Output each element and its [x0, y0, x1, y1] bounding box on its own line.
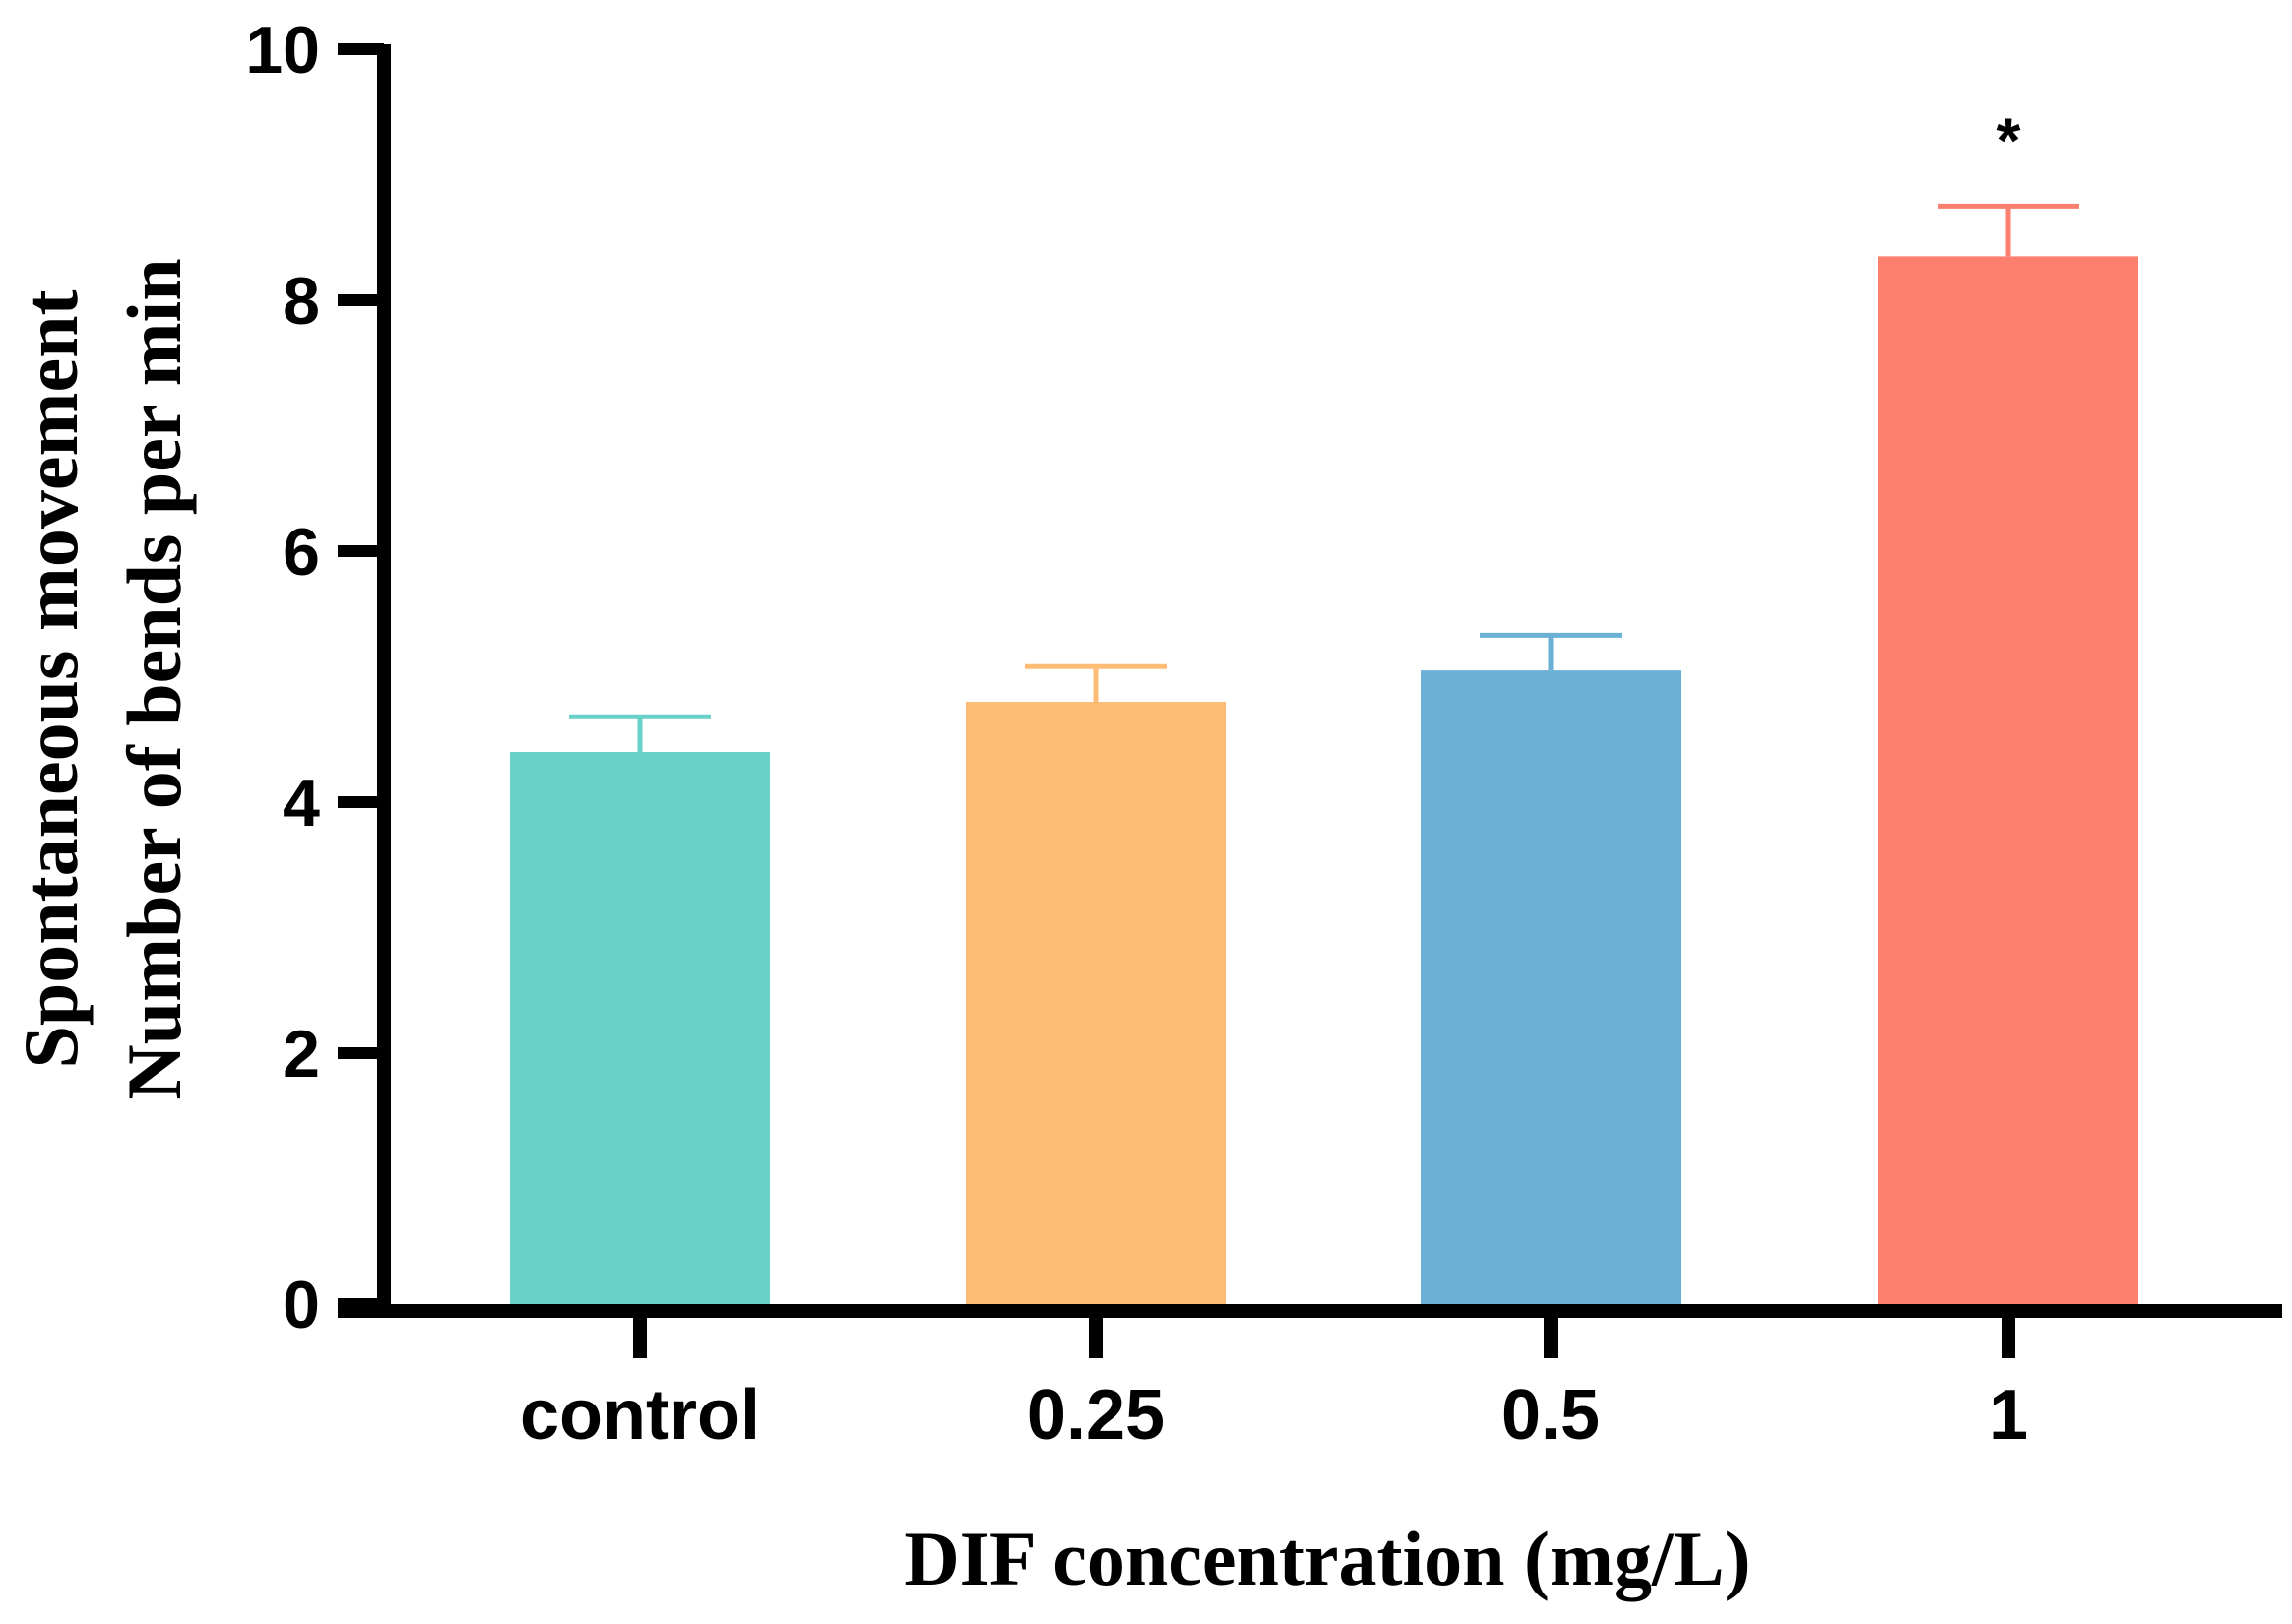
x-tick-label: 1	[1989, 1376, 2028, 1455]
bar-0-5	[1421, 670, 1681, 1304]
error-bars-layer	[569, 203, 2079, 752]
bar-1	[1878, 256, 2138, 1304]
x-tick-label: control	[520, 1376, 760, 1455]
x-tick-label: 0.5	[1501, 1376, 1600, 1455]
y-tick-label: 2	[283, 1017, 320, 1092]
significance-layer: *	[1997, 104, 2021, 175]
y-tick-label: 8	[283, 264, 320, 339]
y-tick-label: 0	[283, 1268, 320, 1343]
y-ticks-layer: 0 2 4 6 8 10	[245, 13, 384, 1343]
y-tick-label: 4	[283, 766, 320, 841]
x-ticks-layer: control 0.25 0.5 1	[520, 1311, 2028, 1455]
y-tick-label: 10	[245, 13, 320, 88]
axes-layer	[338, 44, 2282, 1318]
y-tick-label: 6	[283, 515, 320, 590]
bar-0-25	[966, 702, 1226, 1304]
significance-marker: *	[1997, 104, 2021, 175]
bar-control	[510, 752, 770, 1304]
y-axis-title-line-2: Number of bends per min	[111, 258, 197, 1099]
bars-layer	[510, 256, 2138, 1304]
x-tick-label: 0.25	[1027, 1376, 1165, 1455]
x-axis-title: DIF concentration (mg/L)	[904, 1516, 1750, 1601]
y-axis-title-line-1: Spontaneous movement	[8, 290, 94, 1069]
